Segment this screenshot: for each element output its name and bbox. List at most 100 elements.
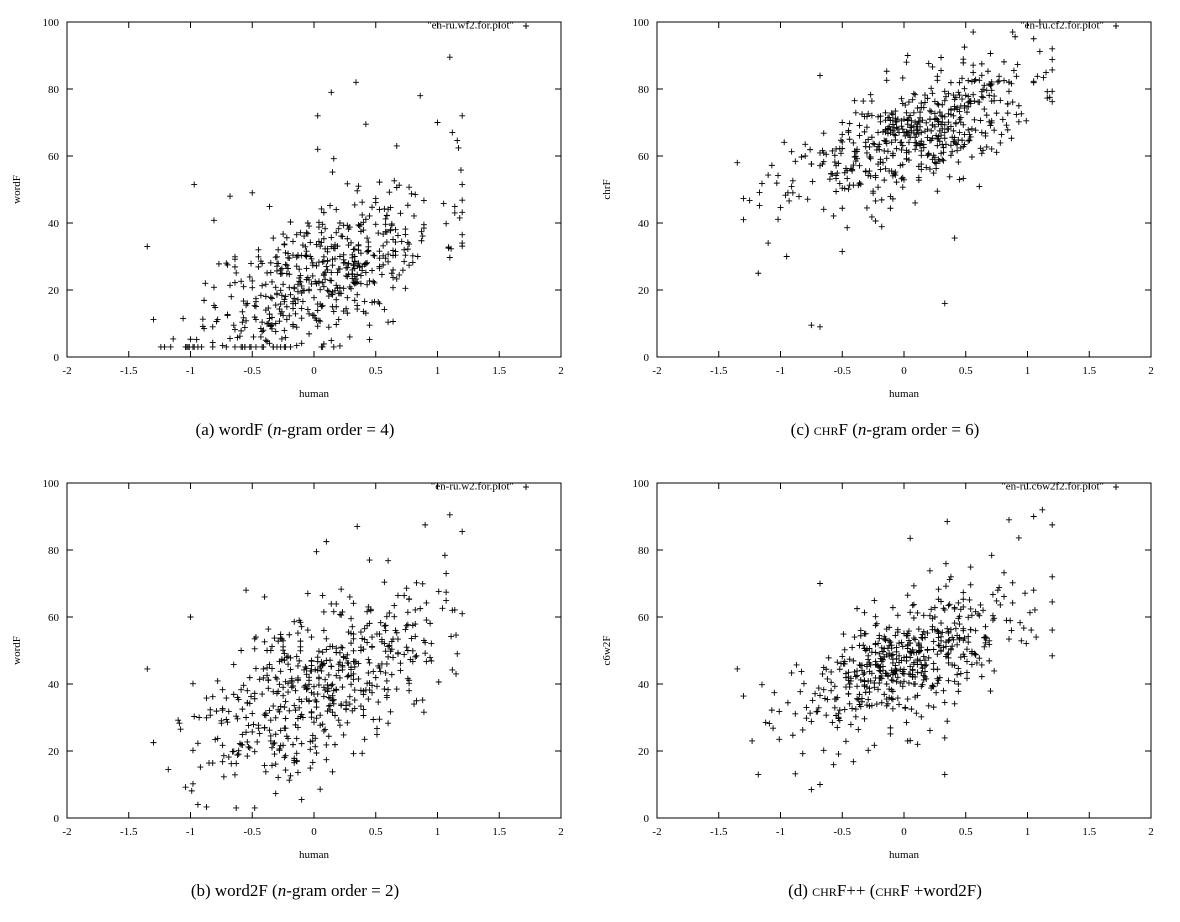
data-point — [298, 315, 305, 322]
y-tick-label: 80 — [638, 84, 650, 96]
data-point — [303, 248, 310, 255]
data-point — [909, 667, 916, 674]
data-point — [809, 178, 816, 185]
data-point — [1023, 640, 1030, 647]
data-point — [829, 719, 836, 726]
data-point — [941, 606, 948, 613]
data-point — [989, 591, 996, 598]
data-point — [905, 139, 912, 146]
data-point — [188, 787, 195, 794]
data-point — [302, 243, 309, 250]
data-point — [1030, 587, 1037, 594]
data-point — [850, 139, 857, 146]
data-point — [994, 587, 1001, 594]
data-point — [428, 657, 435, 664]
data-point — [378, 271, 385, 278]
data-point — [914, 127, 921, 134]
data-point — [285, 689, 292, 696]
data-point — [949, 148, 956, 155]
data-point — [338, 290, 345, 297]
data-point — [951, 96, 958, 103]
scatter-plot-c: -2 -1.5 -1 -0.5 0 0.5 1 1.5 2020406080100humanch… — [601, 17, 1154, 400]
data-point — [839, 653, 846, 660]
data-point — [862, 168, 869, 175]
data-point — [306, 697, 313, 704]
data-point — [963, 669, 970, 676]
data-point — [355, 241, 362, 248]
data-point — [954, 671, 961, 678]
data-point — [893, 678, 900, 685]
data-point — [255, 253, 262, 260]
data-point — [376, 206, 383, 213]
data-point — [820, 664, 827, 671]
data-point — [346, 283, 353, 290]
data-point — [905, 129, 912, 136]
data-point — [282, 715, 289, 722]
data-point — [904, 737, 911, 744]
data-point — [294, 769, 301, 776]
data-point — [951, 662, 958, 669]
x-tick-label: 0 — [901, 365, 907, 377]
data-point — [355, 222, 362, 229]
data-point — [219, 686, 226, 693]
x-tick-label: -1 — [186, 365, 195, 377]
data-point — [926, 727, 933, 734]
data-point — [380, 261, 387, 268]
data-point — [348, 666, 355, 673]
data-point — [935, 586, 942, 593]
data-point — [867, 173, 874, 180]
data-point — [293, 263, 300, 270]
data-point — [981, 82, 988, 89]
data-point — [963, 646, 970, 653]
data-point — [812, 690, 819, 697]
scatter-panel-c: -2 -1.5 -1 -0.5 0 0.5 1 1.5 2 0 20 40 60 80 100 human ch… — [590, 0, 1180, 461]
data-point — [881, 137, 888, 144]
data-point — [271, 739, 278, 746]
data-point — [913, 123, 920, 130]
data-point — [915, 130, 922, 137]
data-point — [889, 696, 896, 703]
data-point — [264, 320, 271, 327]
data-point — [317, 243, 324, 250]
x-tick-label: -0.5 — [834, 826, 852, 838]
data-point — [939, 629, 946, 636]
data-point — [212, 304, 219, 311]
data-point — [978, 661, 985, 668]
data-point — [866, 685, 873, 692]
data-point — [348, 630, 355, 637]
data-point — [755, 771, 762, 778]
data-point — [755, 270, 762, 277]
data-point — [269, 295, 276, 302]
x-tick-label: -1.5 — [120, 826, 138, 838]
data-point — [966, 137, 973, 144]
data-point — [1040, 74, 1047, 81]
data-point — [862, 647, 869, 654]
data-point — [286, 777, 293, 784]
data-point — [322, 245, 329, 252]
data-point — [817, 692, 824, 699]
data-point — [296, 266, 303, 273]
data-point — [983, 112, 990, 119]
data-point — [282, 334, 289, 341]
data-point — [357, 647, 364, 654]
data-point — [994, 78, 1001, 85]
data-point — [934, 666, 941, 673]
data-point — [970, 91, 977, 98]
data-point — [889, 688, 896, 695]
data-point — [219, 758, 226, 765]
data-point — [971, 116, 978, 123]
data-point — [912, 199, 919, 206]
data-point — [286, 312, 293, 319]
data-point — [386, 189, 393, 196]
data-point — [331, 712, 338, 719]
data-point — [1049, 652, 1056, 659]
caption-a: (a) wordF (n-gram order = 4) — [195, 420, 395, 439]
data-point — [293, 735, 300, 742]
scatter-plot-b: -2 -1.5 -1 -0.5 0 0.5 1 1.5 2020406080100humanwo… — [11, 478, 564, 861]
data-point — [920, 653, 927, 660]
data-point — [283, 303, 290, 310]
data-point — [370, 668, 377, 675]
data-point — [965, 614, 972, 621]
data-point — [369, 299, 376, 306]
scatter-panel-b: -2 -1.5 -1 -0.5 0 0.5 1 1.5 2 0 20 40 60 80 100 human wo… — [0, 461, 590, 922]
